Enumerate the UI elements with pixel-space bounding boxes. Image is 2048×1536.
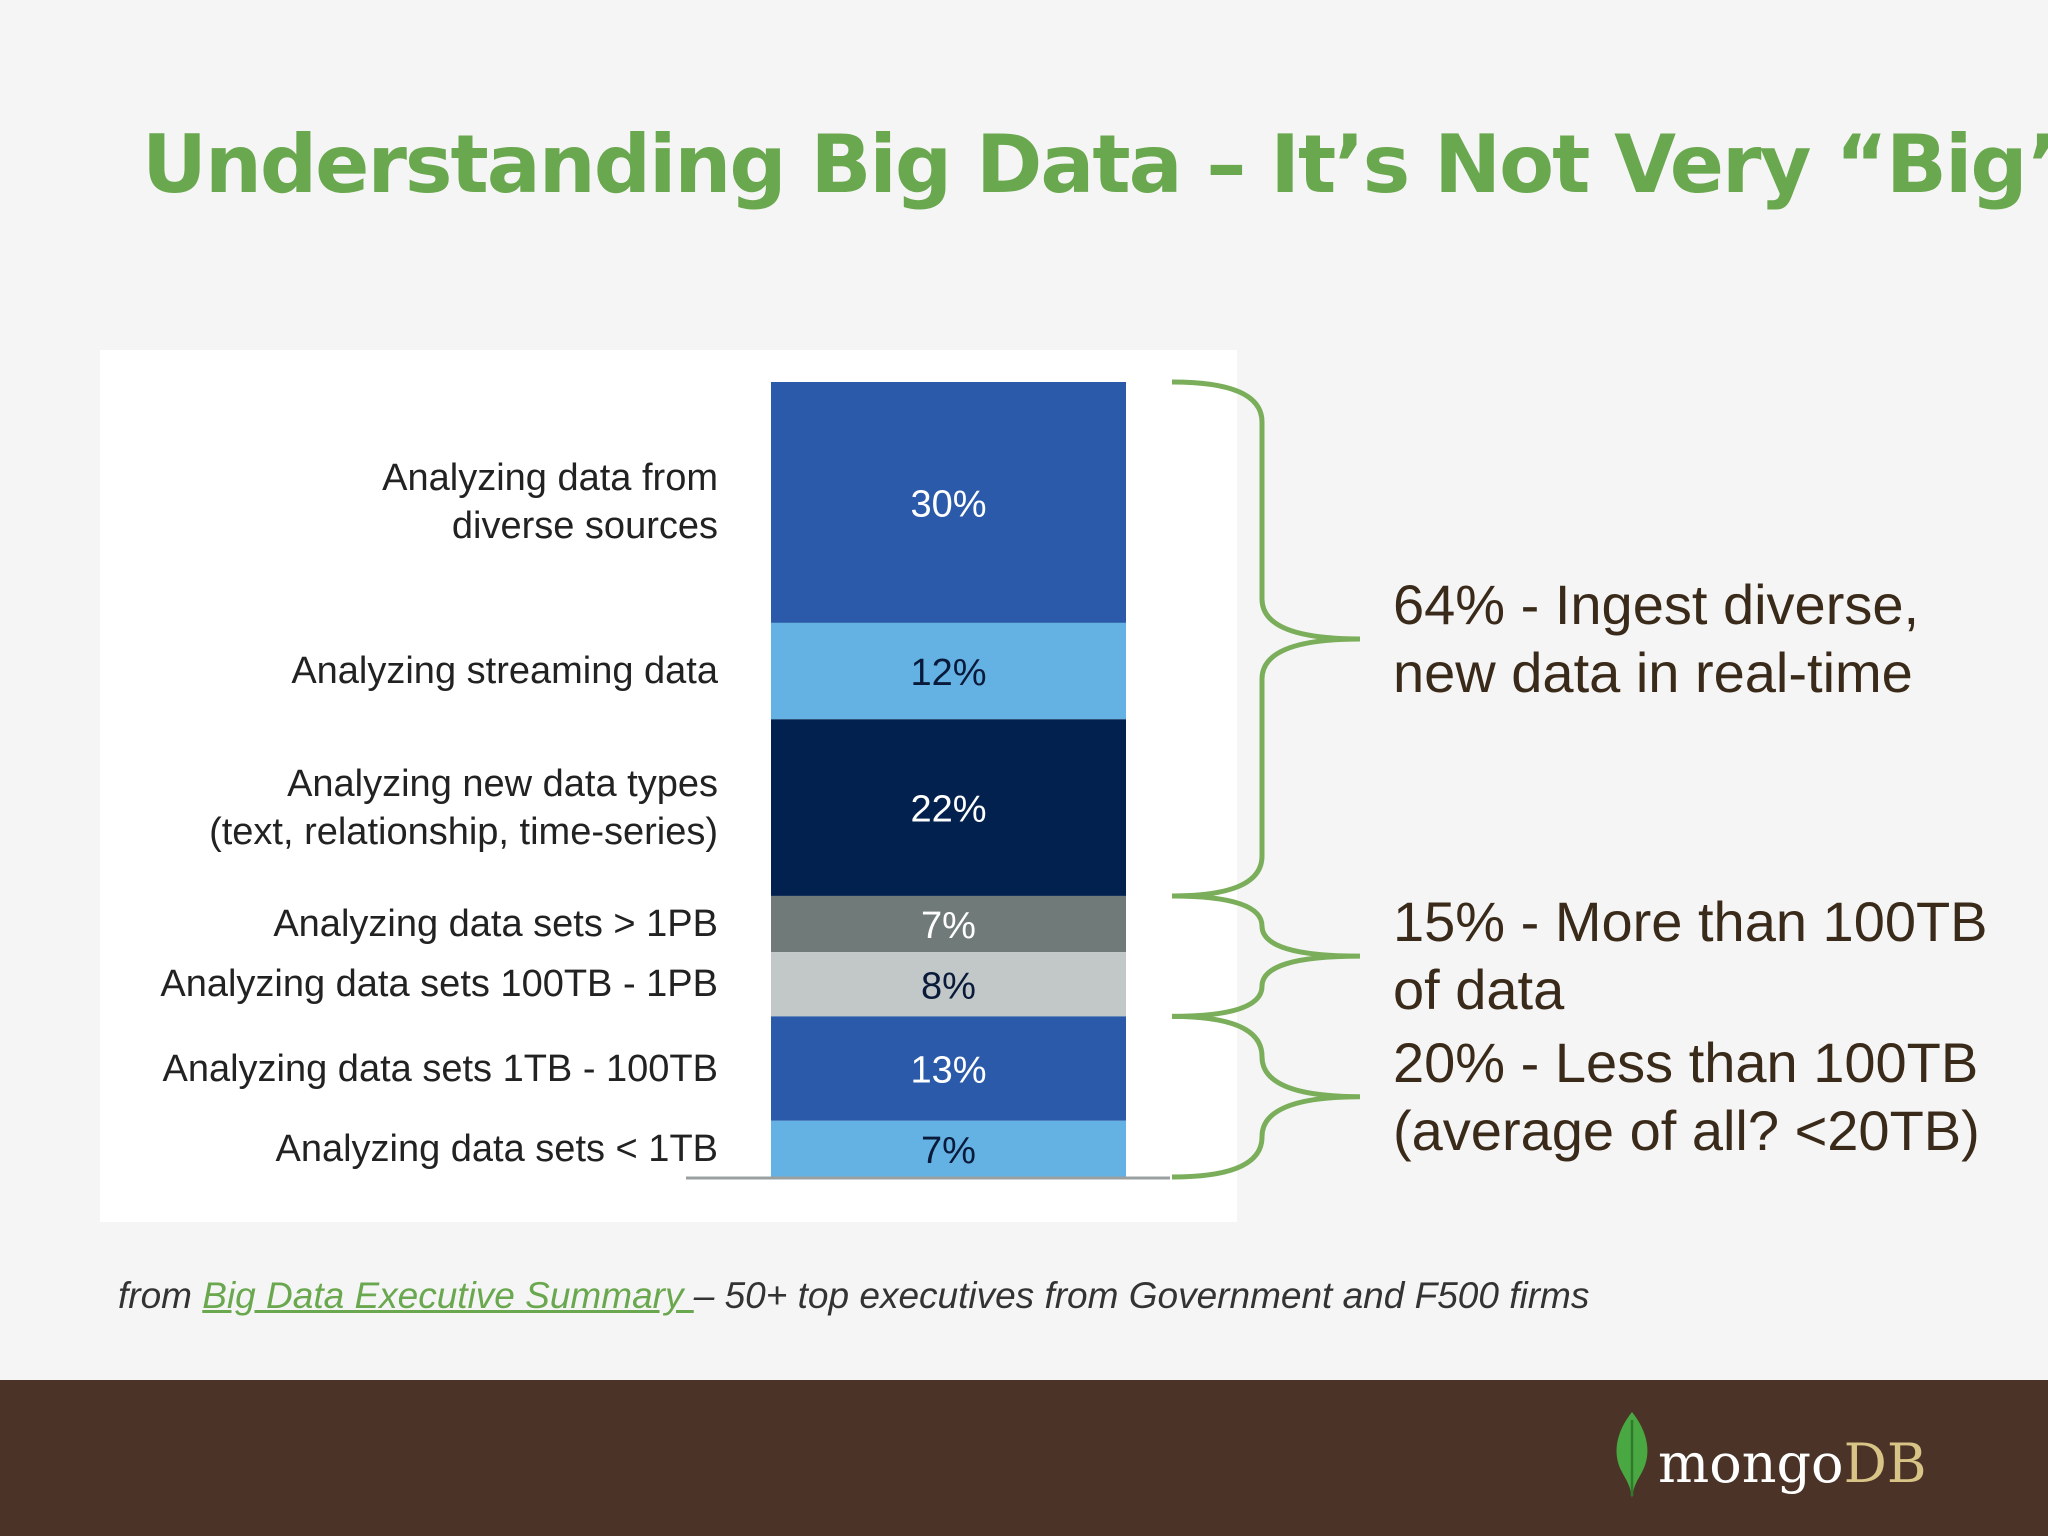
category-label-1: Analyzing streaming data (291, 650, 718, 693)
source-link[interactable]: Big Data Executive Summary (202, 1275, 694, 1316)
stacked-bar-chart: 30% 12% 22% 7% 8% 13% 7% (686, 379, 1361, 1180)
category-label-6: Analyzing data sets < 1TB (275, 1127, 718, 1170)
leaf-icon (1616, 1412, 1648, 1498)
source-suffix: – 50+ top executives from Government and… (693, 1275, 1590, 1316)
category-label-5: Analyzing data sets 1TB - 100TB (162, 1047, 718, 1090)
group-brace-0 (1171, 379, 1361, 899)
slide-title: Understanding Big Data – It’s Not Very “… (142, 118, 2048, 211)
bar-segment-2 (771, 719, 1126, 896)
group-brace-2 (1171, 1013, 1361, 1180)
source-prefix: from (118, 1275, 203, 1316)
annotation-2: 20% - Less than 100TB (average of all? <2… (1393, 1030, 1980, 1162)
data-label-2: 22% (910, 789, 986, 831)
annotation-1: 15% - More than 100TB of data (1393, 890, 1988, 1022)
footer-bar (0, 1380, 2048, 1536)
category-label-3: Analyzing data sets > 1PB (273, 903, 718, 946)
data-label-0: 30% (910, 483, 986, 525)
bar-segment-6 (771, 1120, 1126, 1177)
logo-wordmark: mongoDB (1658, 1432, 1927, 1495)
bar-segment-0 (771, 382, 1126, 623)
data-label-6: 7% (921, 1130, 976, 1172)
logo-text-mongo: mongo (1658, 1432, 1844, 1495)
bar-segment-5 (771, 1016, 1126, 1121)
annotation-0: 64% - Ingest diverse, new data in real-ti… (1393, 572, 1920, 704)
data-label-5: 13% (910, 1050, 986, 1092)
logo-text-db: DB (1843, 1432, 1927, 1495)
source-note: from Big Data Executive Summary – 50+ to… (118, 1275, 1589, 1317)
bar-segment-3 (771, 895, 1126, 953)
bar-segment-1 (771, 622, 1126, 720)
group-brace-1 (1171, 893, 1361, 1019)
bar-segment-4 (771, 952, 1126, 1017)
data-label-1: 12% (910, 652, 986, 694)
category-label-0: Analyzing data from diverse sources (382, 457, 718, 548)
category-label-4: Analyzing data sets 100TB - 1PB (160, 963, 718, 1006)
data-label-4: 8% (921, 965, 976, 1007)
data-label-3: 7% (921, 905, 976, 947)
category-label-2: Analyzing new data types (text, relations… (209, 762, 718, 853)
